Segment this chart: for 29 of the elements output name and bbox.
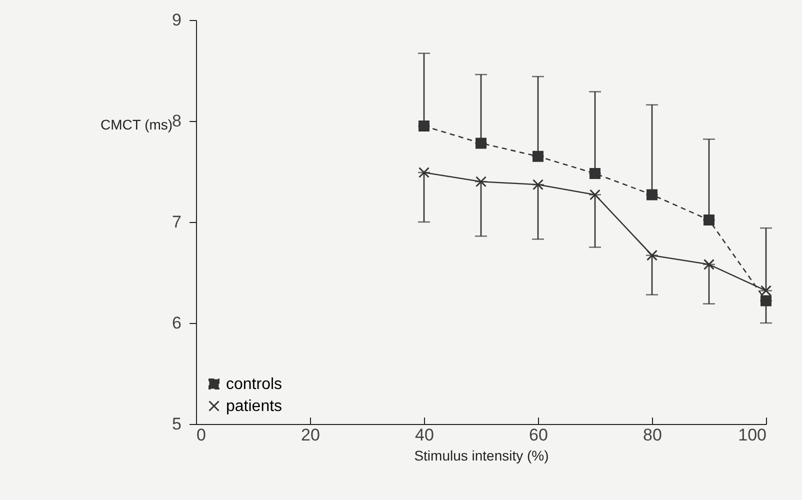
legend-label: patients [226,398,282,415]
x-tick-label: 40 [415,426,434,444]
x-tick-label: 100 [738,426,766,444]
y-axis-title: CMCT (ms) [100,116,173,132]
x-tick-label: 60 [529,426,548,444]
point [704,258,714,270]
point [760,285,772,296]
point [418,120,430,132]
x-tick-label: 20 [301,426,320,444]
y-tick-label: 9 [172,10,182,30]
y-tick-label: 6 [172,314,182,332]
x-tick-label: 0 [196,426,206,444]
point [418,167,430,178]
point [532,150,544,162]
point [646,189,658,200]
point [590,168,600,180]
legend-label: controls [226,376,282,393]
point [704,214,714,226]
point [760,295,772,306]
x-tick-label: 80 [643,426,662,444]
y-tick-label: 7 [172,212,182,232]
point [646,250,658,261]
x-axis-title: Stimulus intensity (%) [414,448,549,464]
y-tick-label: 8 [172,112,182,130]
point [476,176,486,188]
point [532,179,544,190]
point [476,138,486,149]
y-tick-label: 5 [172,414,182,434]
point [590,189,600,200]
